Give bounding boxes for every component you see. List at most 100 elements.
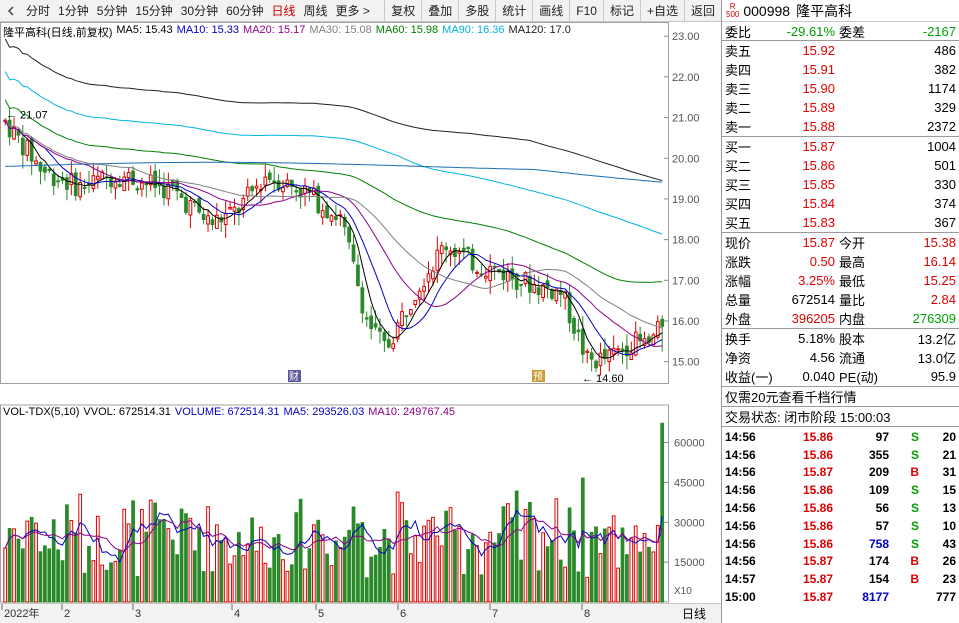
tick-volume: 355	[868, 447, 889, 462]
notice-text[interactable]: 仅需20元查看千档行情	[725, 390, 857, 405]
volume-bar	[550, 540, 554, 603]
tab-60min[interactable]: 60分钟	[226, 3, 264, 18]
candle-body	[245, 186, 250, 197]
candle-body	[422, 286, 426, 292]
volume-tick-label: 60000	[674, 438, 705, 450]
ma60-legend: MA60: 15.98	[375, 24, 439, 36]
volume-bar	[78, 493, 83, 603]
volume-bar	[175, 554, 180, 603]
back-button[interactable]: 返回	[683, 0, 721, 22]
tab-weekly[interactable]: 周线	[303, 3, 328, 18]
price-tick-label: 20.00	[672, 153, 700, 165]
volume-bar	[298, 498, 303, 603]
price-tick-label: 21.00	[672, 113, 700, 125]
weicha-label: 委差	[839, 24, 866, 40]
stat-value: 3.25%	[798, 273, 835, 288]
tab-more[interactable]: 更多 >	[335, 3, 370, 18]
volume-bar	[210, 571, 215, 603]
tab-1min[interactable]: 1分钟	[58, 3, 89, 18]
tick-side: S	[910, 429, 919, 444]
volume-bar	[369, 556, 374, 603]
tick-list[interactable]: 14:56 15.86 97 S 20 14:56 15.86 355 S 21 14:56 15.8…	[722, 427, 959, 606]
share-value: 4.56	[809, 350, 835, 365]
volume-bar	[532, 517, 537, 603]
tick-time: 14:56	[725, 447, 756, 462]
volume-bar	[633, 525, 638, 603]
ma250-line	[5, 161, 663, 183]
stats-button[interactable]: 统计	[495, 0, 532, 22]
tab-5min[interactable]: 5分钟	[96, 3, 128, 18]
candle-body	[457, 251, 462, 254]
forecast-marker-bg	[532, 370, 545, 382]
depth-notice[interactable]: 仅需20元查看千档行情	[722, 387, 959, 407]
candle-body	[117, 184, 122, 187]
tab-30min[interactable]: 30分钟	[180, 3, 219, 18]
draw-line-button[interactable]: 画线	[532, 0, 569, 22]
ma20-legend: MA20: 15.17	[243, 24, 306, 36]
level-price: 15.83	[802, 215, 835, 230]
tick-price: 15.87	[802, 554, 833, 569]
tick-count: 20	[942, 429, 956, 444]
volume-bar	[510, 517, 515, 603]
share-row: 换手 5.18% 股本 13.2亿	[722, 329, 959, 348]
share-row: 净资 4.56 流通 13.0亿	[722, 348, 959, 367]
candle-body	[228, 206, 232, 210]
volume-bar	[558, 559, 563, 603]
candle-body	[651, 334, 656, 346]
volume-bar	[12, 528, 16, 603]
volume-bar	[378, 547, 382, 603]
candle-body	[378, 327, 382, 332]
tick-count: 23	[942, 572, 956, 587]
volume-bar	[272, 537, 277, 603]
multi-stock-button[interactable]: 多股	[458, 0, 495, 22]
tab-fenshi[interactable]: 分时	[26, 3, 51, 18]
ma30-legend: MA30: 15.08	[309, 24, 372, 36]
candle-body	[554, 288, 559, 302]
r-badge: R 500	[726, 1, 740, 19]
candle-body	[188, 199, 193, 216]
volume-bar	[497, 533, 501, 603]
tick-count: 26	[942, 554, 956, 569]
candle-body	[660, 318, 665, 327]
candle-body	[408, 309, 413, 315]
tick-volume: 758	[868, 536, 889, 551]
month-label: 2022年	[4, 606, 39, 620]
candle-body	[519, 283, 523, 286]
level-volume: 329	[934, 100, 956, 115]
volume-bar	[7, 527, 12, 603]
share-value-2: 13.2亿	[917, 332, 956, 347]
volume-bar	[364, 577, 369, 603]
tab-daily[interactable]: 日线	[271, 3, 296, 18]
share-value: 5.18%	[798, 331, 835, 346]
tick-volume: 56	[875, 501, 889, 516]
kline-chart-area[interactable]: 15.00 16.00 17.00 18.00 19.00 20.00 21.00 22.00…	[0, 22, 721, 623]
fuquan-button[interactable]: 复权	[384, 0, 421, 22]
kline-chart[interactable]: 15.00 16.00 17.00 18.00 19.00 20.00 21.00 22.00…	[0, 22, 721, 603]
candle-body	[179, 193, 184, 198]
volume-bar	[567, 507, 572, 603]
tick-volume: 154	[868, 572, 889, 587]
volume-bar	[329, 565, 334, 603]
tick-price: 15.87	[802, 465, 833, 480]
level-price: 15.92	[802, 43, 835, 58]
volume-bar	[214, 524, 219, 603]
volume-bar	[237, 532, 241, 603]
candle-body	[638, 333, 643, 342]
volume-bar	[281, 559, 285, 603]
tick-row: 14:56 15.86 56 S 13	[722, 499, 959, 517]
volume-bar	[245, 544, 250, 603]
left-arrow-icon[interactable]	[0, 0, 22, 22]
mark-button[interactable]: 标记	[602, 0, 640, 22]
candle-body	[373, 323, 378, 328]
f10-button[interactable]: F10	[569, 0, 603, 22]
tab-15min[interactable]: 15分钟	[135, 3, 173, 18]
add-favorite-button[interactable]: +自选	[639, 0, 684, 22]
volume-bar	[201, 571, 206, 603]
volume-bar	[598, 553, 603, 603]
tick-count: 13	[942, 501, 956, 516]
unit-label: X10	[674, 586, 692, 597]
candle-body	[267, 172, 272, 180]
overlay-button[interactable]: 叠加	[421, 0, 458, 22]
volume-bar	[457, 525, 462, 603]
volume-bar	[267, 567, 272, 603]
